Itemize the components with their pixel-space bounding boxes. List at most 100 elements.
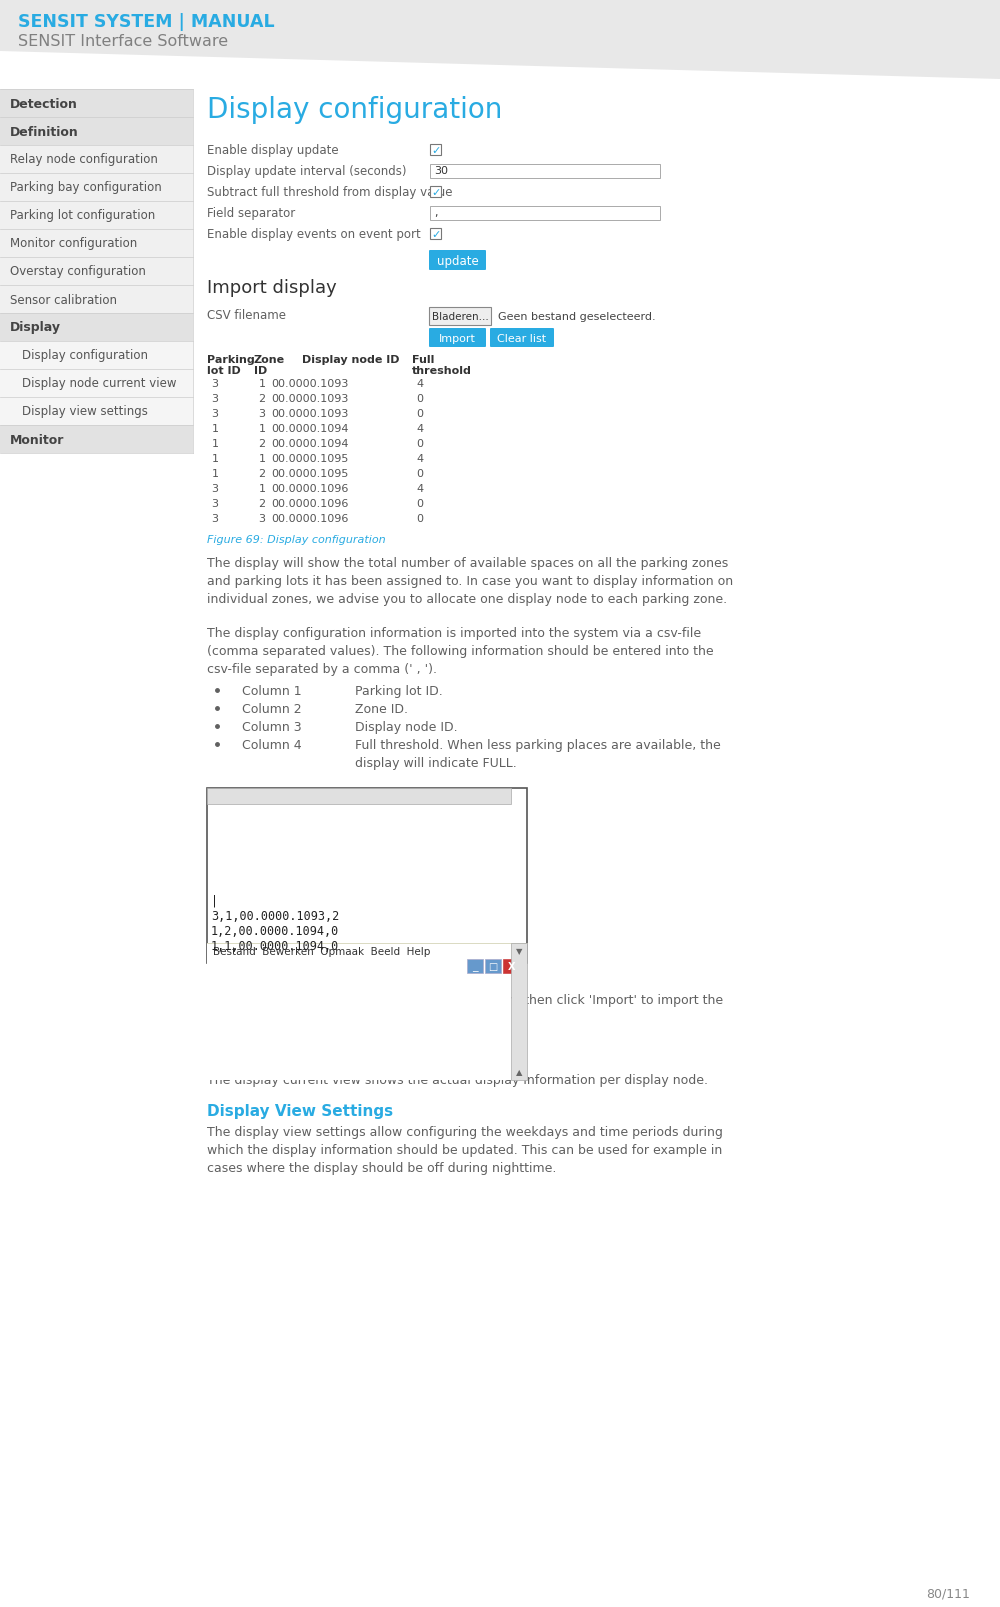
- Bar: [0, 342, 193, 370]
- Text: Import display: Import display: [207, 280, 337, 297]
- Text: Full: Full: [412, 355, 434, 365]
- Text: (comma separated values). The following information should be entered into the: (comma separated values). The following …: [207, 644, 714, 657]
- Text: display will indicate FULL.: display will indicate FULL.: [355, 757, 517, 770]
- Text: Monitor: Monitor: [10, 434, 64, 447]
- FancyBboxPatch shape: [490, 329, 554, 347]
- Text: Bestand  Bewerken  Opmaak  Beeld  Help: Bestand Bewerken Opmaak Beeld Help: [213, 947, 430, 956]
- Text: 00.0000.1093: 00.0000.1093: [271, 379, 349, 389]
- Text: 2: 2: [258, 469, 266, 479]
- Text: ▼: ▼: [516, 947, 522, 956]
- Text: 4: 4: [416, 453, 424, 464]
- Bar: [0, 146, 193, 174]
- Text: 3,1,00.0000.1093,2: 3,1,00.0000.1093,2: [211, 910, 339, 922]
- Text: Parking: Parking: [207, 355, 255, 365]
- Bar: [0, 370, 193, 399]
- Text: Display configuration: Display configuration: [22, 349, 148, 362]
- Text: Zone ID.: Zone ID.: [355, 702, 408, 715]
- Text: 00.0000.1096: 00.0000.1096: [271, 484, 349, 493]
- Text: Column 4: Column 4: [242, 739, 302, 752]
- FancyBboxPatch shape: [429, 329, 486, 347]
- Text: 1: 1: [212, 469, 218, 479]
- Bar: [430, 145, 441, 156]
- Text: 00.0000.1096: 00.0000.1096: [271, 514, 349, 524]
- Text: Relay node configuration: Relay node configuration: [10, 153, 158, 167]
- Text: cases where the display should be off during nighttime.: cases where the display should be off du…: [207, 1162, 556, 1175]
- Text: lot ID: lot ID: [207, 366, 241, 376]
- Text: threshold: threshold: [412, 366, 472, 376]
- Bar: [0, 230, 193, 257]
- Text: Column 2: Column 2: [242, 702, 302, 715]
- Text: Column 3: Column 3: [242, 720, 302, 733]
- Bar: [0, 90, 193, 117]
- Text: SENSIT Interface Software: SENSIT Interface Software: [18, 34, 228, 48]
- Text: Detection: Detection: [10, 98, 78, 111]
- Text: 0: 0: [416, 439, 424, 448]
- Text: 1,2,00.0000.1094,0: 1,2,00.0000.1094,0: [211, 924, 339, 937]
- Text: 00.0000.1093: 00.0000.1093: [271, 408, 349, 419]
- Text: The display will show the total number of available spaces on all the parking zo: The display will show the total number o…: [207, 556, 728, 569]
- Text: Figure 69: Display configuration: Figure 69: Display configuration: [207, 535, 386, 545]
- Text: Column 1: Column 1: [242, 685, 302, 697]
- Bar: [467, 959, 483, 974]
- Bar: [0, 174, 193, 202]
- Text: 00.0000.1095: 00.0000.1095: [271, 453, 349, 464]
- Bar: [207, 943, 527, 961]
- Text: ✓: ✓: [431, 230, 440, 239]
- Text: 30: 30: [434, 166, 448, 175]
- Polygon shape: [0, 0, 1000, 80]
- Text: 1: 1: [212, 453, 218, 464]
- Bar: [485, 959, 501, 974]
- Text: _: _: [472, 961, 478, 971]
- Text: 4: 4: [416, 484, 424, 493]
- Text: 1: 1: [258, 424, 266, 434]
- Text: and parking lots it has been assigned to. In case you want to display informatio: and parking lots it has been assigned to…: [207, 575, 733, 588]
- Bar: [0, 286, 193, 313]
- Text: ▲: ▲: [516, 1067, 522, 1077]
- Text: 3: 3: [212, 484, 218, 493]
- Text: Overstay configuration: Overstay configuration: [10, 265, 146, 278]
- Text: 3: 3: [212, 514, 218, 524]
- Text: □: □: [488, 961, 498, 971]
- Text: 1,1,00.0000.1094,0: 1,1,00.0000.1094,0: [211, 940, 339, 953]
- Text: 00.0000.1094: 00.0000.1094: [271, 439, 349, 448]
- Text: Display: Display: [10, 321, 61, 334]
- Bar: [0, 202, 193, 230]
- Text: Select the csv-file by clicking the 'Browse'-button, then click 'Import' to impo: Select the csv-file by clicking the 'Bro…: [207, 993, 723, 1006]
- Text: 0: 0: [416, 394, 424, 403]
- Text: X: X: [508, 961, 516, 971]
- FancyBboxPatch shape: [429, 251, 486, 272]
- Text: |: |: [211, 895, 218, 908]
- Bar: [0, 117, 193, 146]
- Bar: [0, 313, 193, 342]
- Text: 3: 3: [212, 498, 218, 509]
- Bar: [430, 228, 441, 239]
- Bar: [511, 943, 527, 1080]
- Text: Display update interval (seconds): Display update interval (seconds): [207, 166, 406, 178]
- Text: 0: 0: [416, 498, 424, 509]
- Text: selected file.: selected file.: [207, 1011, 287, 1024]
- Text: 3: 3: [212, 379, 218, 389]
- Text: Definition: Definition: [10, 125, 79, 138]
- Bar: [430, 166, 660, 178]
- Text: ID: ID: [254, 366, 267, 376]
- Text: 0: 0: [416, 514, 424, 524]
- Text: 00.0000.1096: 00.0000.1096: [271, 498, 349, 509]
- Text: 2: 2: [258, 394, 266, 403]
- Text: Display Current View: Display Current View: [207, 1051, 387, 1067]
- Bar: [0, 399, 193, 426]
- Text: 3: 3: [212, 408, 218, 419]
- Bar: [503, 959, 521, 974]
- Bar: [0, 257, 193, 286]
- Text: The display current view shows the actual display information per display node.: The display current view shows the actua…: [207, 1073, 708, 1086]
- FancyBboxPatch shape: [429, 309, 491, 326]
- Text: 0: 0: [416, 469, 424, 479]
- Text: The display configuration information is imported into the system via a csv-file: The display configuration information is…: [207, 627, 701, 640]
- Text: 3: 3: [212, 394, 218, 403]
- Text: 1: 1: [258, 379, 266, 389]
- Text: Display node ID: Display node ID: [302, 355, 400, 365]
- Text: Display node current view: Display node current view: [22, 378, 176, 391]
- Text: Enable display update: Enable display update: [207, 145, 339, 157]
- Text: Parking bay configuration: Parking bay configuration: [10, 182, 162, 194]
- Text: 1: 1: [258, 484, 266, 493]
- Text: 0: 0: [416, 408, 424, 419]
